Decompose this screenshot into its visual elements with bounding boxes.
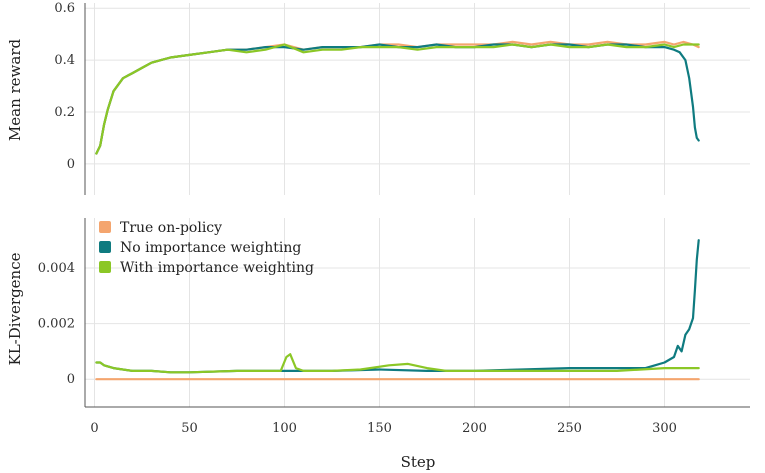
kl-y-axis-label: KL-Divergence	[6, 252, 24, 365]
x-tick-label: 100	[272, 421, 297, 436]
kl-y-tick-label: 0.004	[38, 261, 75, 276]
reward-y-tick-label: 0.2	[54, 105, 75, 120]
kl-y-tick-label: 0.002	[38, 317, 75, 332]
reward-series-line-0	[95, 40, 700, 155]
reward-panel: 0 0.2 0.4 0.6	[54, 1, 750, 195]
legend: True on-policy No importance weighting Wit…	[99, 220, 314, 276]
x-tick-label: 50	[181, 421, 198, 436]
x-tick-label: 200	[462, 421, 487, 436]
legend-swatch	[99, 241, 111, 253]
x-tick-label: 300	[652, 421, 677, 436]
x-tick-label: 250	[557, 421, 582, 436]
reward-series-line-1	[95, 43, 700, 155]
x-tick-label: 0	[90, 421, 98, 436]
reward-y-tick-label: 0	[67, 157, 75, 172]
x-tick-labels: 0 50 100 150 200 250 300	[90, 421, 677, 436]
reward-y-tick-label: 0.4	[54, 53, 75, 68]
reward-y-tick-label: 0.6	[54, 1, 75, 16]
reward-series-line-2	[95, 43, 700, 155]
legend-swatch	[99, 221, 111, 233]
kl-panel: 0 0.002 0.004	[38, 218, 750, 408]
legend-swatch	[99, 261, 111, 273]
kl-y-tick-label: 0	[67, 372, 75, 387]
kl-series-line-2	[95, 353, 700, 374]
legend-entry-label: True on-policy	[120, 220, 222, 236]
legend-entry-label: With importance weighting	[120, 260, 314, 276]
x-axis-label: Step	[401, 453, 436, 471]
legend-entry-label: No importance weighting	[120, 240, 301, 256]
reward-y-axis-label: Mean reward	[6, 39, 24, 142]
x-tick-label: 150	[367, 421, 392, 436]
